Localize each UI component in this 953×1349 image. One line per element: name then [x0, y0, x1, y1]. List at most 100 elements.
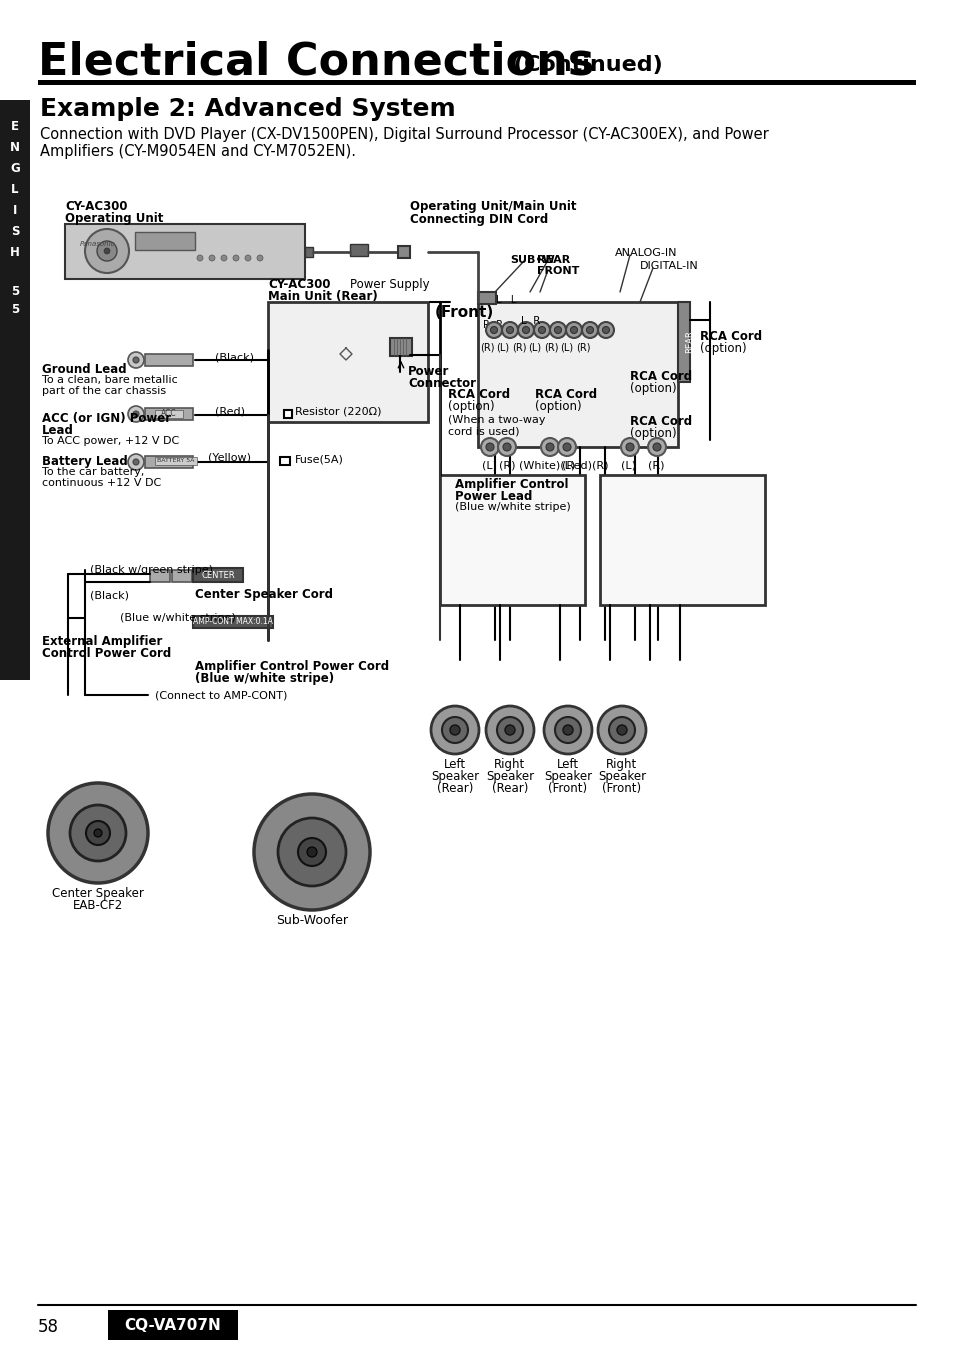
Circle shape: [209, 255, 214, 260]
Bar: [154, 410, 183, 418]
Circle shape: [543, 706, 592, 754]
Circle shape: [86, 822, 110, 844]
Text: (Blue w/white stripe): (Blue w/white stripe): [120, 612, 235, 623]
Text: (L): (L): [620, 460, 636, 469]
Text: S: S: [10, 225, 19, 237]
Circle shape: [128, 406, 144, 422]
Bar: [678, 302, 689, 382]
Text: ANALOG-IN: ANALOG-IN: [615, 248, 677, 258]
Text: Speaker: Speaker: [431, 770, 478, 782]
Circle shape: [221, 255, 227, 260]
Text: RCA Cord: RCA Cord: [629, 370, 691, 383]
Text: Power: Power: [408, 366, 449, 378]
Text: (R): (R): [479, 343, 494, 352]
Circle shape: [554, 326, 561, 333]
Text: (Yellow): (Yellow): [209, 453, 252, 463]
Circle shape: [540, 438, 558, 456]
Text: H: H: [10, 246, 20, 259]
Circle shape: [570, 326, 577, 333]
Text: CENTER: CENTER: [201, 571, 234, 580]
Text: RCA Cord: RCA Cord: [700, 331, 761, 343]
Circle shape: [233, 255, 239, 260]
Bar: [477, 302, 678, 447]
Circle shape: [562, 724, 573, 735]
Circle shape: [104, 248, 110, 254]
Circle shape: [485, 706, 534, 754]
Text: Power Lead: Power Lead: [455, 490, 532, 503]
Text: To the car battery,: To the car battery,: [42, 467, 144, 478]
Text: Amplifier Control: Amplifier Control: [455, 478, 568, 491]
Circle shape: [132, 459, 139, 465]
Text: Center Speaker Cord: Center Speaker Cord: [194, 588, 333, 602]
Bar: [65, 224, 305, 279]
Circle shape: [441, 718, 468, 743]
Text: (R): (R): [576, 343, 590, 352]
Text: (Connect to AMP-CONT): (Connect to AMP-CONT): [154, 689, 287, 700]
Circle shape: [502, 442, 511, 451]
Text: Fuse(5A): Fuse(5A): [294, 455, 343, 465]
Text: AMP-CONT MAX:0.1A: AMP-CONT MAX:0.1A: [193, 618, 273, 626]
Text: 5: 5: [10, 285, 19, 298]
Text: (option): (option): [629, 382, 676, 395]
Text: (Front): (Front): [435, 305, 494, 320]
Text: Amplifiers (CY-M9054EN and CY-M7052EN).: Amplifiers (CY-M9054EN and CY-M7052EN).: [40, 144, 355, 159]
Text: G: G: [10, 162, 20, 175]
Bar: [350, 244, 368, 256]
Circle shape: [196, 255, 203, 260]
Text: Operating Unit/Main Unit: Operating Unit/Main Unit: [410, 200, 576, 213]
Bar: [268, 302, 428, 422]
Bar: [108, 1310, 237, 1340]
Circle shape: [652, 442, 660, 451]
Circle shape: [537, 326, 545, 333]
Text: continuous +12 V DC: continuous +12 V DC: [42, 478, 161, 488]
Circle shape: [545, 442, 554, 451]
Text: 5: 5: [10, 304, 19, 316]
Text: ACC: ACC: [161, 410, 176, 418]
Text: (Front): (Front): [601, 782, 640, 795]
Text: (option): (option): [629, 428, 676, 440]
Bar: [305, 247, 313, 258]
Circle shape: [85, 229, 129, 272]
Text: (White)(L): (White)(L): [518, 460, 575, 469]
Bar: [145, 353, 193, 366]
Text: cord is used): cord is used): [448, 428, 519, 437]
Bar: [397, 246, 410, 258]
Text: REAR: REAR: [537, 255, 570, 264]
Text: CY-AC300: CY-AC300: [268, 278, 330, 291]
Text: (option): (option): [700, 343, 746, 355]
Bar: [193, 568, 243, 581]
Text: Right: Right: [606, 758, 637, 772]
Text: BATTERY 5A: BATTERY 5A: [157, 459, 194, 464]
Text: (Blue w/white stripe): (Blue w/white stripe): [194, 672, 334, 685]
Circle shape: [480, 438, 498, 456]
Circle shape: [517, 322, 534, 339]
Circle shape: [97, 241, 117, 260]
Circle shape: [48, 782, 148, 884]
Text: Left: Left: [557, 758, 578, 772]
Text: Sub-Woofer: Sub-Woofer: [275, 915, 348, 927]
Bar: [38, 80, 915, 85]
Text: (R): (R): [498, 460, 515, 469]
Text: (Black): (Black): [90, 590, 129, 600]
Text: L: L: [11, 183, 19, 196]
Circle shape: [450, 724, 459, 735]
Circle shape: [534, 322, 550, 339]
Circle shape: [128, 352, 144, 368]
Bar: [154, 457, 196, 465]
Text: (R): (R): [511, 343, 526, 352]
Circle shape: [555, 718, 580, 743]
Text: EAB-CF2: EAB-CF2: [72, 898, 123, 912]
Circle shape: [617, 724, 626, 735]
Bar: [599, 475, 764, 604]
Text: Panasonic: Panasonic: [80, 241, 115, 247]
Text: Speaker: Speaker: [598, 770, 645, 782]
Text: (L): (L): [496, 343, 509, 352]
Text: Resistor (220Ω): Resistor (220Ω): [294, 407, 381, 417]
Bar: [145, 407, 193, 420]
Text: (R): (R): [543, 343, 558, 352]
Circle shape: [128, 455, 144, 469]
Circle shape: [598, 706, 645, 754]
Text: N: N: [10, 142, 20, 154]
Circle shape: [132, 411, 139, 417]
Text: FRONT: FRONT: [537, 266, 578, 277]
